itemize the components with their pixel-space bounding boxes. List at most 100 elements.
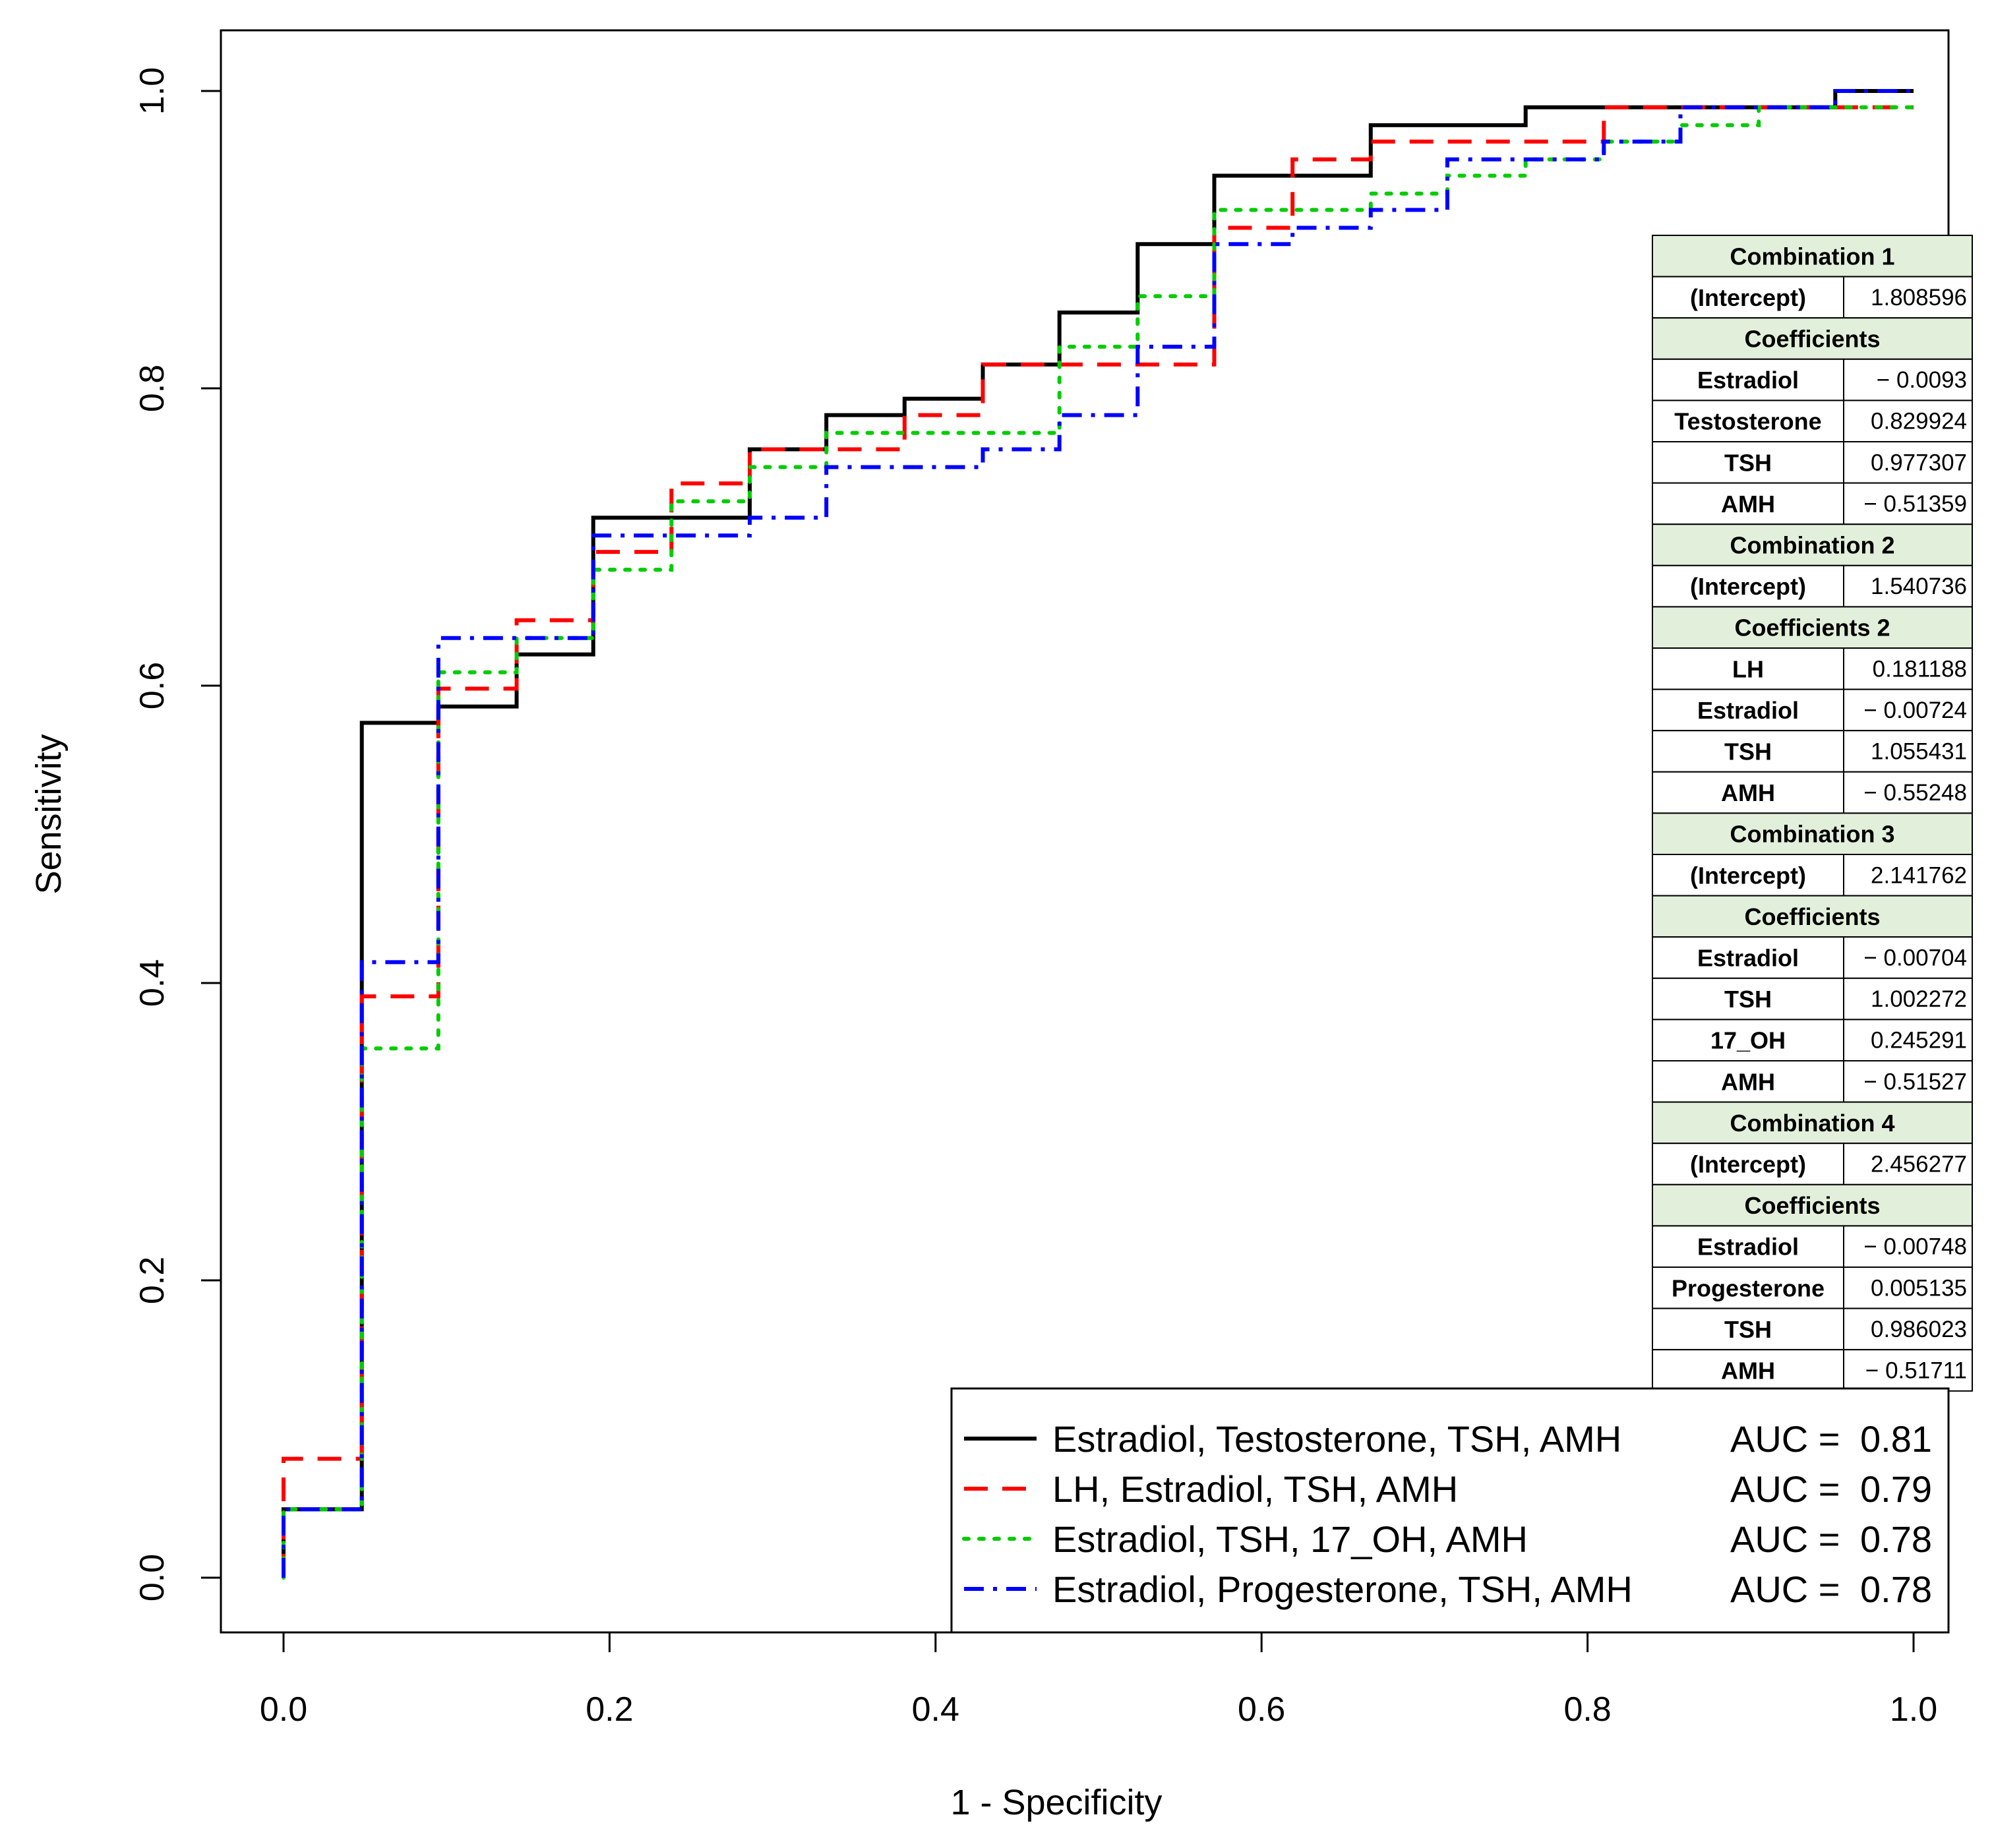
- table-row-value: 0.829924: [1871, 409, 1967, 434]
- table-row-value: 0.986023: [1871, 1317, 1967, 1342]
- table-header-label: Coefficients 2: [1734, 614, 1890, 641]
- table-row-value: 2.141762: [1871, 862, 1967, 888]
- table-value-cell: [1843, 730, 1973, 773]
- x-axis: 0.0 0.2 0.4 0.6 0.8 1.0: [260, 1631, 1937, 1729]
- x-tick-label: 0.8: [1563, 1690, 1611, 1729]
- table-label-cell: [1652, 358, 1844, 402]
- y-tick-label: 0.4: [133, 959, 171, 1007]
- table-row-label: TSH: [1724, 449, 1772, 476]
- table-header-cell: [1652, 895, 1973, 938]
- table-row-label: TSH: [1724, 738, 1772, 765]
- table-header-label: Coefficients: [1744, 1192, 1880, 1219]
- legend-series-name: Estradiol, TSH, 17_OH, AMH: [1052, 1518, 1528, 1560]
- table-row-value: − 0.0093: [1877, 367, 1967, 393]
- table-row-value: 1.002272: [1871, 986, 1967, 1012]
- legend-auc-value: 0.78: [1860, 1518, 1932, 1560]
- table-header-cell: [1652, 317, 1973, 360]
- x-axis-title: 1 - Specificity: [950, 1783, 1162, 1822]
- table-row-label: Estradiol: [1697, 367, 1799, 394]
- table-row-label: AMH: [1721, 1068, 1775, 1095]
- table-label-cell: [1652, 647, 1844, 690]
- table-label-cell: [1652, 400, 1844, 443]
- table-header-label: Combination 2: [1730, 532, 1895, 559]
- table-value-cell: [1843, 936, 1973, 979]
- legend-auc-label: AUC =: [1730, 1468, 1840, 1510]
- table-row-label: TSH: [1724, 986, 1772, 1013]
- table-label-cell: [1652, 936, 1844, 979]
- x-tick-label: 0.6: [1238, 1690, 1285, 1729]
- table-label-cell: [1652, 1225, 1844, 1268]
- table-header-label: Combination 4: [1730, 1110, 1895, 1137]
- legend-series-name: LH, Estradiol, TSH, AMH: [1052, 1468, 1458, 1510]
- legend-auc-value: 0.79: [1860, 1468, 1932, 1510]
- y-tick-label: 0.2: [133, 1257, 171, 1304]
- table-row-label: AMH: [1721, 491, 1775, 518]
- legend-auc-label: AUC =: [1730, 1568, 1840, 1610]
- y-tick-label: 0.0: [133, 1554, 171, 1601]
- table-label-cell: [1652, 1143, 1844, 1185]
- table-value-cell: [1843, 854, 1973, 897]
- legend: Estradiol, Testosterone, TSH, AMH AUC = 0.…: [950, 1387, 1950, 1634]
- y-tick-label: 0.6: [133, 662, 171, 709]
- table-row-value: 2.456277: [1871, 1152, 1967, 1177]
- table-value-cell: [1843, 276, 1973, 319]
- roc-curve-series-4: [282, 89, 1914, 1578]
- table-row-value: − 0.00724: [1863, 698, 1967, 723]
- table-header-cell: [1652, 523, 1973, 566]
- table-value-cell: [1843, 1349, 1973, 1392]
- y-axis: 0.0 0.2 0.4 0.6 0.8 1.0: [133, 67, 222, 1601]
- table-header-label: Combination 1: [1730, 243, 1895, 270]
- table-label-cell: [1652, 977, 1844, 1021]
- table-row-label: (Intercept): [1690, 862, 1806, 889]
- table-row-value: − 0.51359: [1863, 491, 1967, 517]
- x-tick-label: 0.2: [586, 1690, 633, 1729]
- table-value-cell: [1843, 1225, 1973, 1268]
- table-row-value: − 0.55248: [1863, 780, 1967, 806]
- table-label-cell: [1652, 1060, 1844, 1103]
- table-row-value: 1.540736: [1871, 574, 1967, 599]
- legend-series-name: Estradiol, Testosterone, TSH, AMH: [1052, 1418, 1621, 1460]
- table-row-value: 0.005135: [1871, 1275, 1967, 1301]
- table-value-cell: [1843, 1267, 1973, 1309]
- table-row-label: (Intercept): [1690, 1151, 1806, 1178]
- x-tick-label: 1.0: [1890, 1690, 1937, 1729]
- table-row-label: Estradiol: [1697, 697, 1799, 724]
- legend-auc-value: 0.81: [1860, 1418, 1932, 1460]
- legend-auc-label: AUC =: [1730, 1418, 1840, 1460]
- table-row-label: Testosterone: [1674, 408, 1821, 435]
- table-row-label: Estradiol: [1697, 1234, 1799, 1261]
- table-value-cell: [1843, 400, 1973, 443]
- table-header-label: Coefficients: [1744, 903, 1880, 930]
- table-value-cell: [1843, 441, 1973, 484]
- table-value-cell: [1843, 358, 1973, 402]
- table-row-label: Estradiol: [1697, 945, 1799, 972]
- table-label-cell: [1652, 771, 1844, 814]
- table-row-value: − 0.51711: [1865, 1358, 1967, 1384]
- table-row-label: AMH: [1721, 1357, 1775, 1385]
- table-value-cell: [1843, 564, 1973, 608]
- table-header-cell: [1652, 235, 1973, 278]
- table-header-cell: [1652, 1183, 1973, 1227]
- table-header-cell: [1652, 812, 1973, 856]
- table-row-value: 0.245291: [1871, 1028, 1967, 1054]
- table-value-cell: [1843, 647, 1973, 690]
- legend-series-name: Estradiol, Progesterone, TSH, AMH: [1052, 1568, 1633, 1610]
- table-header-label: Coefficients: [1744, 326, 1880, 353]
- series-layer: [282, 89, 1916, 1580]
- table-row-value: 0.181188: [1873, 656, 1967, 682]
- table-row-value: 0.977307: [1871, 450, 1967, 475]
- table-header-cell: [1652, 1101, 1973, 1145]
- table-row-label: 17_OH: [1710, 1027, 1786, 1054]
- y-tick-label: 1.0: [133, 67, 171, 115]
- x-tick-label: 0.4: [912, 1690, 959, 1729]
- table-label-cell: [1652, 441, 1844, 484]
- legend-auc-label: AUC =: [1730, 1518, 1840, 1560]
- legend-auc-value: 0.78: [1860, 1568, 1932, 1610]
- table-label-cell: [1652, 564, 1844, 608]
- table-row-label: (Intercept): [1690, 284, 1806, 311]
- table-row-label: TSH: [1724, 1316, 1772, 1343]
- table-value-cell: [1843, 1019, 1973, 1062]
- table-row-label: Progesterone: [1672, 1274, 1825, 1301]
- y-tick-label: 0.8: [133, 365, 171, 412]
